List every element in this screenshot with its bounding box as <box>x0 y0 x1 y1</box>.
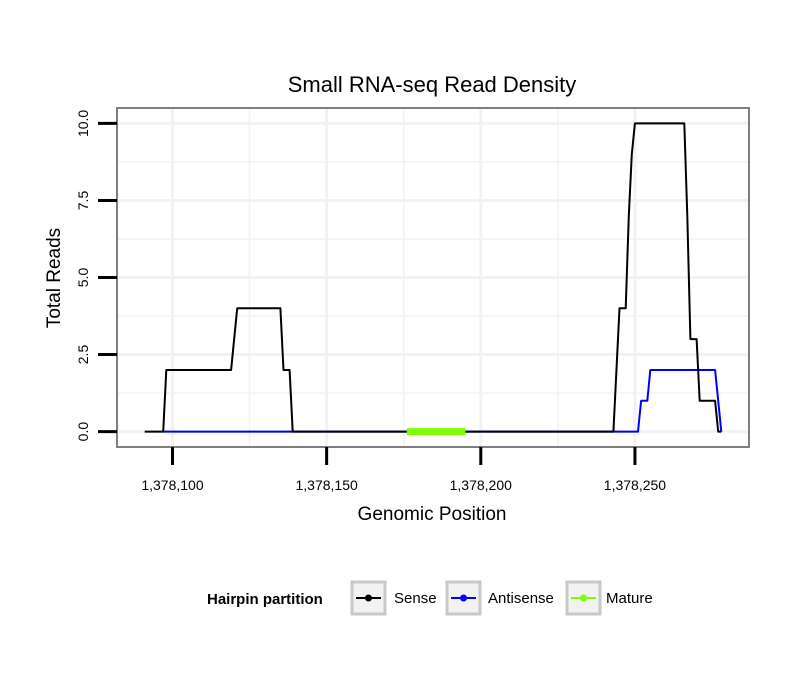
legend-label: Sense <box>394 590 437 607</box>
x-axis: 1,378,100 1,378,150 1,378,200 1,378,250 <box>141 447 666 493</box>
series-layer <box>144 122 723 436</box>
chart-title: Small RNA-seq Read Density <box>288 72 577 97</box>
x-axis-title: Genomic Position <box>358 504 507 525</box>
legend-title: Hairpin partition <box>207 591 323 608</box>
legend-key-point <box>580 594 587 602</box>
legend-key-point <box>460 594 467 602</box>
y-tick-label: 0.0 <box>75 422 91 442</box>
legend-key-point <box>365 594 372 602</box>
series-line-antisense <box>163 369 723 433</box>
x-tick-label: 1,378,200 <box>450 477 512 493</box>
y-axis: 0.0 2.5 5.0 7.5 10.0 <box>75 110 117 442</box>
x-tick-label: 1,378,100 <box>141 477 203 493</box>
legend: Hairpin partition Sense Antisense Mature <box>207 580 653 616</box>
y-tick-label: 10.0 <box>75 110 91 137</box>
x-tick-label: 1,378,150 <box>295 477 357 493</box>
y-tick-label: 7.5 <box>75 191 91 211</box>
y-tick-label: 5.0 <box>75 268 91 288</box>
y-axis-title: Total Reads <box>44 228 65 328</box>
series-line-sense <box>144 122 722 433</box>
legend-label: Mature <box>606 590 653 607</box>
legend-label: Antisense <box>488 590 554 607</box>
x-tick-label: 1,378,250 <box>604 477 666 493</box>
y-tick-label: 2.5 <box>75 345 91 365</box>
